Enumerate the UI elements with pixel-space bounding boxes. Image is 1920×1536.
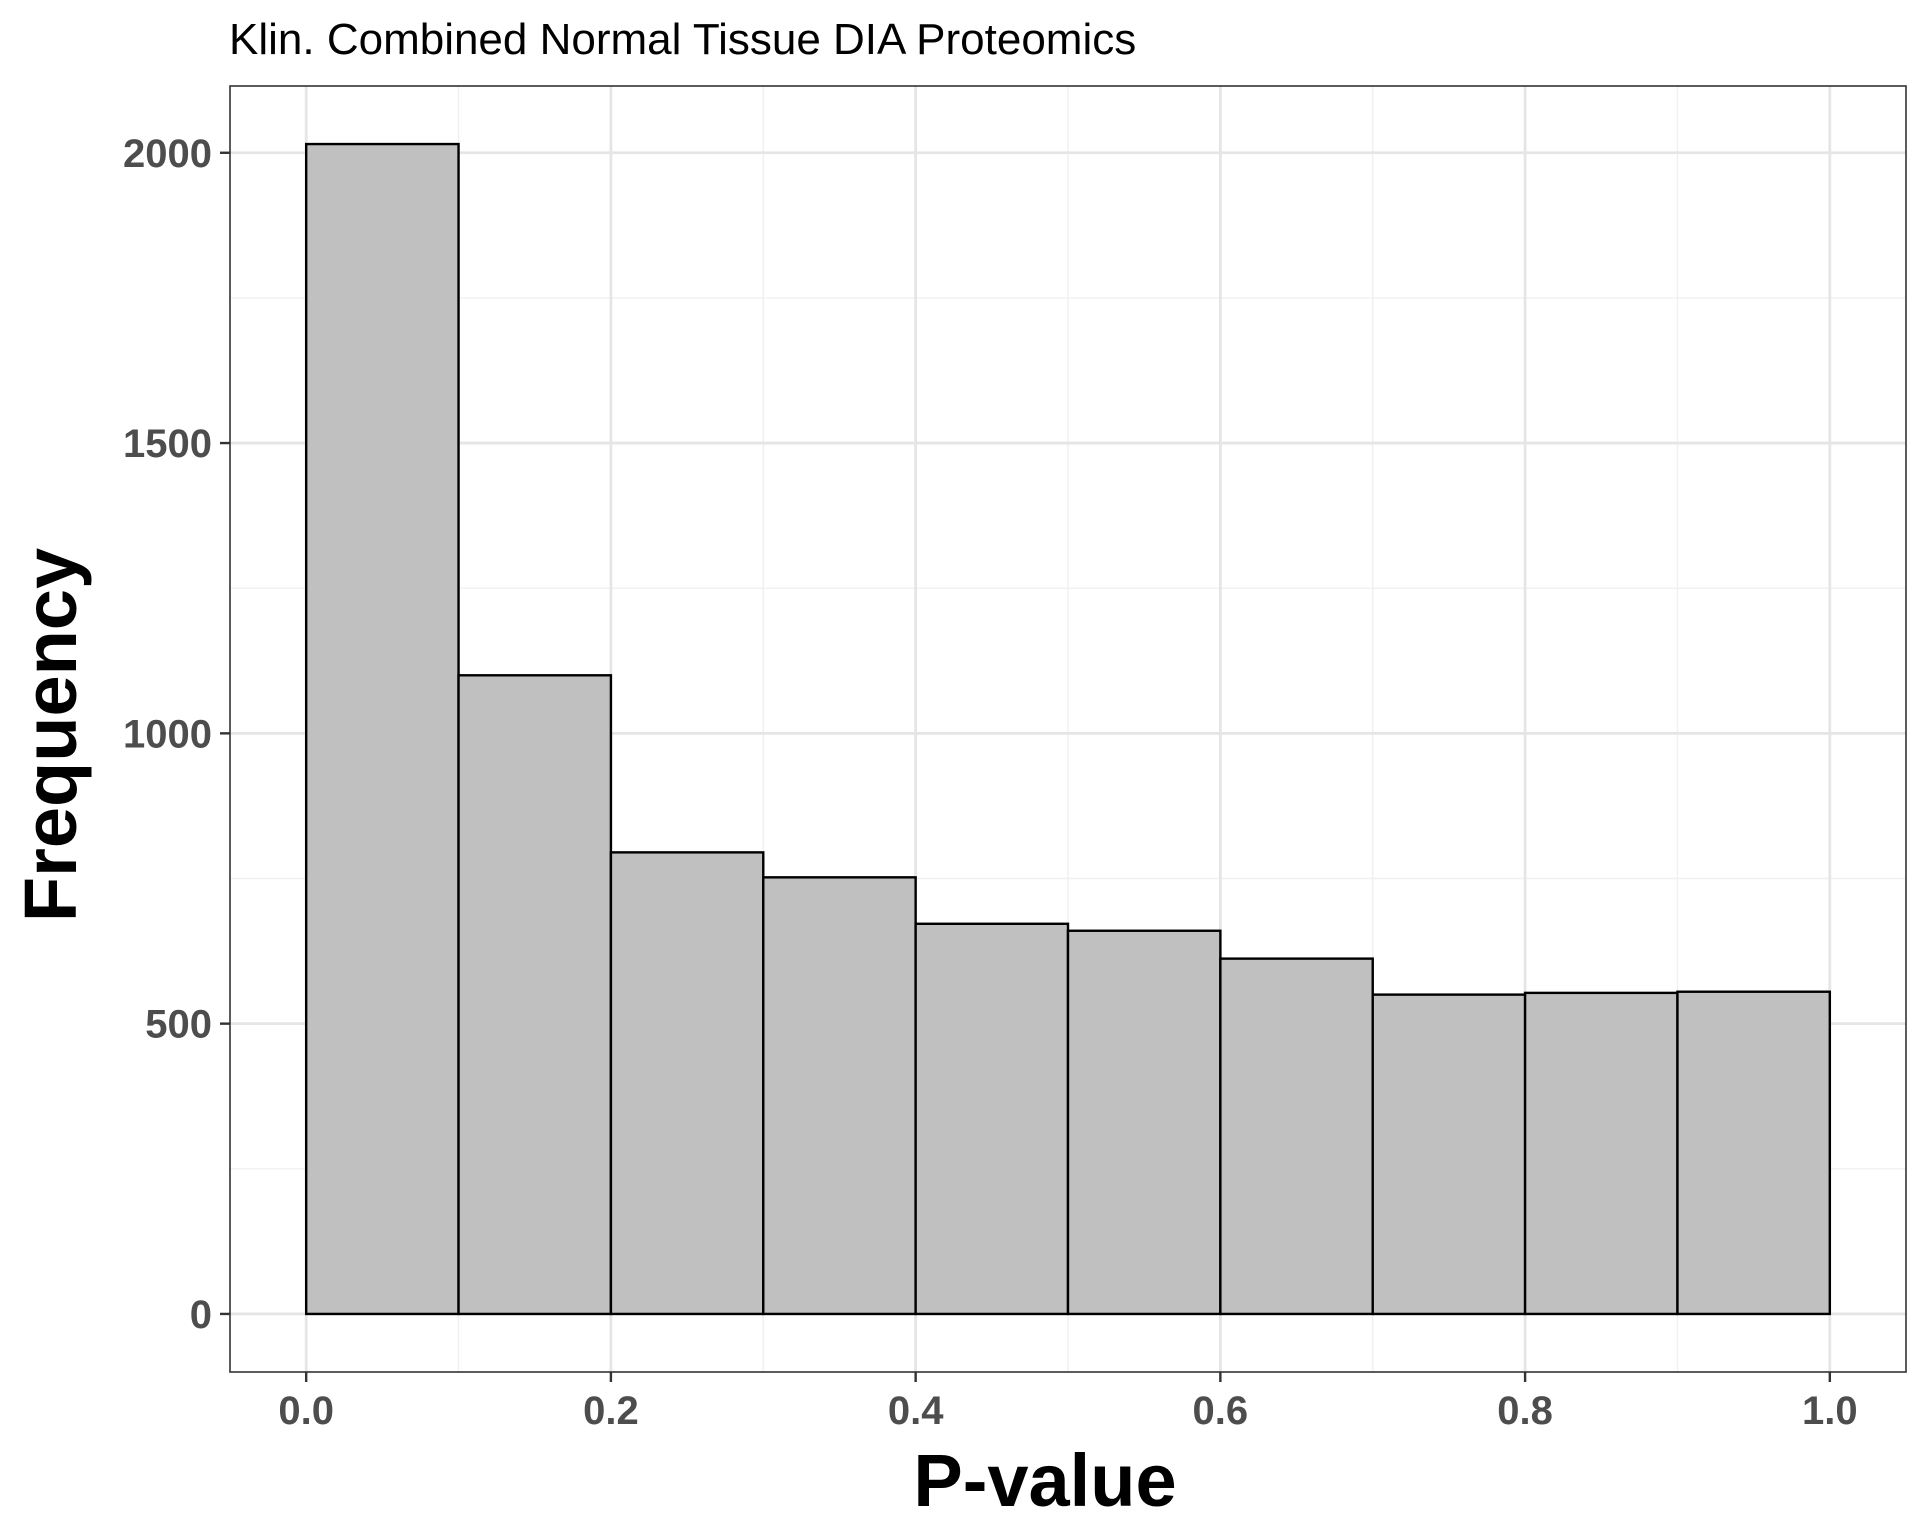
histogram-bar (1219, 957, 1374, 1316)
y-tick-label: 0 (190, 1293, 212, 1337)
histogram-bar (457, 674, 613, 1316)
y-tick-label: 2000 (123, 132, 212, 176)
histogram-bar (914, 922, 1070, 1316)
x-axis-title: P-value (913, 1439, 1176, 1522)
histogram-bar (1066, 929, 1222, 1316)
histogram-bar (304, 142, 460, 1316)
x-tick-label: 0.8 (1497, 1389, 1553, 1433)
y-axis-title: Frequency (9, 548, 92, 922)
x-tick-label: 0.4 (888, 1389, 944, 1433)
histogram-bar (1523, 991, 1679, 1316)
x-tick-label: 0.2 (583, 1389, 639, 1433)
histogram-bar (1371, 993, 1527, 1316)
bars (304, 142, 1832, 1316)
plot-panel-border (229, 85, 1907, 1373)
y-tick-label: 1000 (123, 712, 212, 756)
x-tick-label: 1.0 (1802, 1389, 1858, 1433)
y-tick-label: 1500 (123, 422, 212, 466)
x-tick-label: 0.6 (1193, 1389, 1249, 1433)
chart-title: Klin. Combined Normal Tissue DIA Proteom… (229, 15, 1136, 64)
x-tick-label: 0.0 (278, 1389, 334, 1433)
histogram-bar (609, 851, 765, 1316)
x-axis: 0.0 0.2 0.4 0.6 0.8 1.0 (278, 1372, 1858, 1433)
histogram-bar (1676, 990, 1832, 1316)
y-tick-label: 500 (145, 1003, 212, 1047)
histogram-bar (762, 876, 917, 1316)
y-axis: 0 500 1000 1500 2000 (123, 132, 230, 1337)
